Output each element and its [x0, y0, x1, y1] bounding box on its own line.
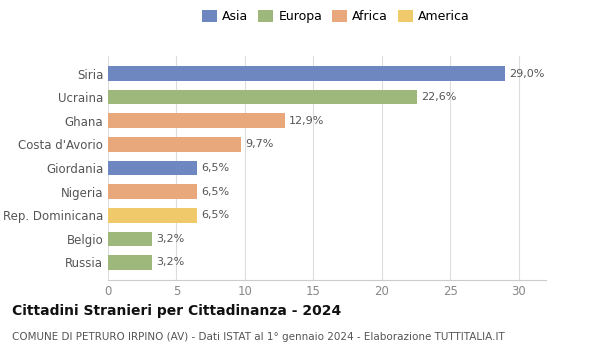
Bar	[108, 90, 418, 104]
Text: 12,9%: 12,9%	[289, 116, 324, 126]
Bar	[108, 137, 241, 152]
Bar	[108, 208, 197, 223]
Text: 29,0%: 29,0%	[509, 69, 544, 78]
Bar	[108, 113, 284, 128]
Text: COMUNE DI PETRURO IRPINO (AV) - Dati ISTAT al 1° gennaio 2024 - Elaborazione TUT: COMUNE DI PETRURO IRPINO (AV) - Dati IST…	[12, 332, 505, 343]
Text: 6,5%: 6,5%	[201, 187, 229, 197]
Text: 22,6%: 22,6%	[421, 92, 457, 102]
Bar	[108, 66, 505, 81]
Bar	[108, 232, 152, 246]
Bar	[108, 255, 152, 270]
Text: Cittadini Stranieri per Cittadinanza - 2024: Cittadini Stranieri per Cittadinanza - 2…	[12, 304, 341, 318]
Legend: Asia, Europa, Africa, America: Asia, Europa, Africa, America	[199, 6, 473, 27]
Text: 9,7%: 9,7%	[245, 139, 273, 149]
Text: 3,2%: 3,2%	[156, 234, 184, 244]
Text: 6,5%: 6,5%	[201, 210, 229, 220]
Text: 6,5%: 6,5%	[201, 163, 229, 173]
Bar	[108, 161, 197, 175]
Text: 3,2%: 3,2%	[156, 258, 184, 267]
Bar	[108, 184, 197, 199]
